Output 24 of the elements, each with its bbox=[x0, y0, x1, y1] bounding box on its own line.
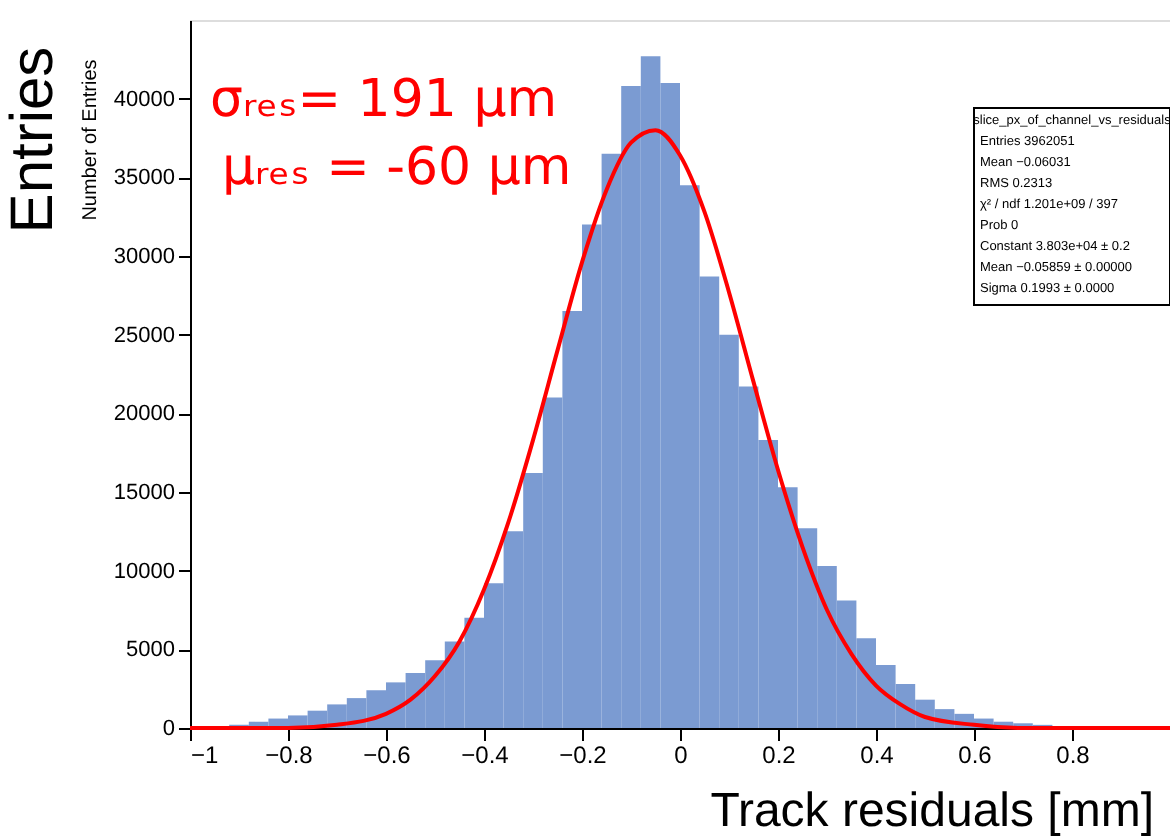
x-tick-label: 0.8 bbox=[1056, 741, 1091, 769]
y2-axis-title: Number of Entries bbox=[80, 59, 102, 221]
y-tick-label: 20000 bbox=[113, 402, 175, 427]
annotation: σᵣₑₛ= 191 μm bbox=[210, 70, 558, 130]
y-tick-label: 40000 bbox=[113, 87, 175, 112]
y-tick-label: 25000 bbox=[113, 323, 175, 348]
y-tick-label: 10000 bbox=[113, 559, 175, 584]
y-tick-label: 30000 bbox=[113, 245, 175, 269]
x-tick-label: −0.6 bbox=[363, 741, 412, 769]
y-tick-label: 35000 bbox=[113, 166, 175, 191]
x-axis-title: Track residuals [mm] bbox=[710, 784, 1154, 836]
y-tick-label: 5000 bbox=[126, 638, 175, 663]
annotation: μᵣₑₛ = -60 μm bbox=[222, 138, 572, 198]
x-tick-label: 0.2 bbox=[762, 741, 797, 769]
x-tick-label: −0.2 bbox=[559, 741, 608, 769]
y-tick-label: 15000 bbox=[113, 481, 175, 505]
x-tick-label: −1 bbox=[191, 741, 220, 769]
x-tick-label: 0.6 bbox=[958, 741, 993, 769]
x-tick-label: 0 bbox=[674, 741, 689, 769]
y-axis-title: Entries bbox=[0, 46, 66, 234]
x-tick-label: −0.8 bbox=[265, 741, 314, 769]
y-tick-label: 0 bbox=[162, 717, 175, 741]
x-tick-label: −0.4 bbox=[461, 741, 510, 769]
x-tick-label: 0.4 bbox=[860, 741, 895, 769]
